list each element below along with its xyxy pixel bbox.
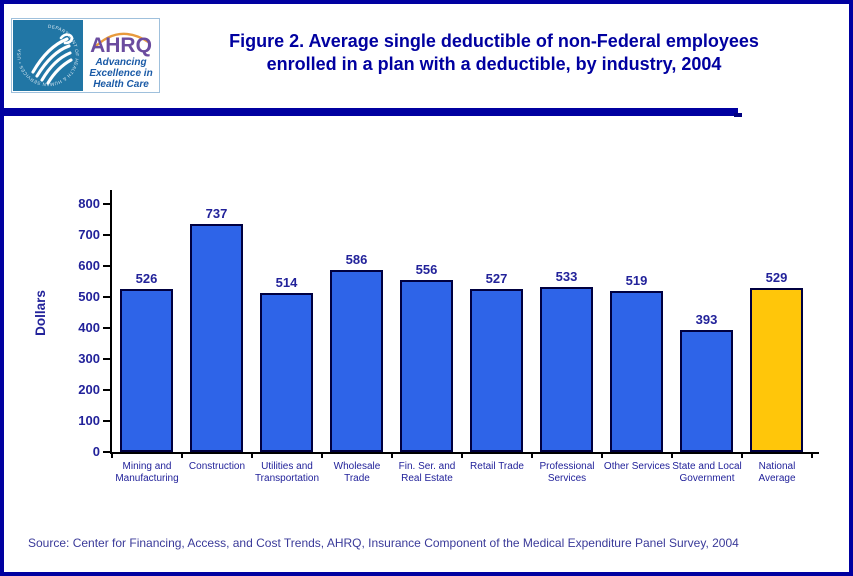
- y-tick-label: 700: [78, 227, 100, 242]
- bar-5: [470, 289, 523, 452]
- x-category-label-2: Utilities and Transportation: [254, 461, 320, 484]
- bar-value-5: 527: [485, 271, 508, 286]
- ahrq-tagline-line1: Advancing: [94, 57, 146, 68]
- x-axis-labels: Mining and Manufacturing Construction Utili…: [112, 461, 812, 491]
- x-tick-mark: [671, 454, 673, 458]
- x-category-label-9: National Average: [758, 461, 796, 484]
- y-tick-label: 0: [92, 444, 100, 459]
- y-tick-mark: [103, 420, 111, 422]
- ahrq-hhs-logo-svg: DEPARTMENT OF HEALTH & HUMAN SERVICES • …: [11, 18, 160, 93]
- bar-value-6: 533: [555, 269, 578, 284]
- figure-title: Figure 2. Average single deductible of n…: [154, 30, 834, 76]
- y-tick-label: 300: [78, 351, 100, 366]
- y-tick-mark: [103, 358, 111, 360]
- x-tick-mark: [111, 454, 113, 458]
- y-tick-label: 100: [78, 413, 100, 428]
- bar-value-2: 514: [275, 275, 298, 290]
- x-tick-mark: [741, 454, 743, 458]
- bar-1: [190, 224, 243, 452]
- bar-value-0: 526: [135, 271, 158, 286]
- hhs-eagle-icon: [31, 33, 74, 85]
- y-axis-line: [110, 190, 112, 454]
- bar-6: [540, 287, 593, 452]
- y-tick-mark: [103, 327, 111, 329]
- x-category-label-1: Construction: [188, 461, 246, 472]
- y-tick-mark: [103, 389, 111, 391]
- header-divider-bar: [4, 108, 738, 116]
- y-tick-mark: [103, 265, 111, 267]
- x-category-label-6: Professional Services: [539, 461, 595, 484]
- ahrq-wordmark: AHRQ: [90, 34, 152, 57]
- source-note: Source: Center for Financing, Access, an…: [28, 536, 739, 550]
- x-tick-mark: [461, 454, 463, 458]
- y-tick-label: 600: [78, 258, 100, 273]
- ahrq-tagline-line2: Excellence in: [89, 68, 152, 79]
- y-tick-mark: [103, 451, 111, 453]
- bar-value-4: 556: [415, 262, 438, 277]
- y-tick-label: 800: [78, 196, 100, 211]
- ahrq-hhs-logo: DEPARTMENT OF HEALTH & HUMAN SERVICES • …: [11, 18, 160, 93]
- bar-9: [750, 288, 803, 452]
- ahrq-arc-icon: [92, 32, 151, 50]
- bar-8: [680, 330, 733, 452]
- x-tick-mark: [531, 454, 533, 458]
- x-category-label-0: Mining and Manufacturing: [115, 461, 179, 484]
- x-tick-mark: [811, 454, 813, 458]
- bar-0: [120, 289, 173, 452]
- y-tick-mark: [103, 296, 111, 298]
- x-axis-line: [110, 452, 819, 454]
- x-tick-mark: [321, 454, 323, 458]
- ahrq-tagline: Advancing Excellence in Health Care: [89, 57, 152, 90]
- bar-value-7: 519: [625, 273, 648, 288]
- x-tick-mark: [601, 454, 603, 458]
- bar-3: [330, 270, 383, 452]
- y-tick-label: 500: [78, 289, 100, 304]
- x-category-label-7: Other Services: [603, 461, 671, 472]
- bar-2: [260, 293, 313, 452]
- y-tick-mark: [103, 203, 111, 205]
- hhs-seal-background: [13, 20, 83, 91]
- x-category-label-4: Fin. Ser. and Real Estate: [398, 461, 456, 484]
- figure-title-line1: Figure 2. Average single deductible of n…: [229, 31, 759, 51]
- bar-value-3: 586: [345, 252, 368, 267]
- y-axis-title: Dollars: [33, 290, 48, 336]
- x-category-label-3: Wholesale Trade: [333, 461, 381, 484]
- figure-title-line2: enrolled in a plan with a deductible, by…: [266, 54, 722, 74]
- x-tick-mark: [391, 454, 393, 458]
- x-category-label-8: State and Local Government: [672, 461, 742, 484]
- x-tick-mark: [181, 454, 183, 458]
- bar-4: [400, 280, 453, 452]
- y-tick-label: 200: [78, 382, 100, 397]
- bar-7: [610, 291, 663, 452]
- y-tick-label: 400: [78, 320, 100, 335]
- ahrq-tagline-line3: Health Care: [93, 79, 149, 90]
- bar-value-8: 393: [695, 312, 718, 327]
- x-category-label-5: Retail Trade: [470, 461, 524, 472]
- x-tick-mark: [251, 454, 253, 458]
- bar-value-1: 737: [205, 206, 228, 221]
- header-divider-bar-end: [734, 113, 742, 117]
- bar-value-9: 529: [765, 270, 788, 285]
- y-tick-mark: [103, 234, 111, 236]
- plot-area: 526 737 514 586 556 527 533 519 393 529: [112, 204, 812, 452]
